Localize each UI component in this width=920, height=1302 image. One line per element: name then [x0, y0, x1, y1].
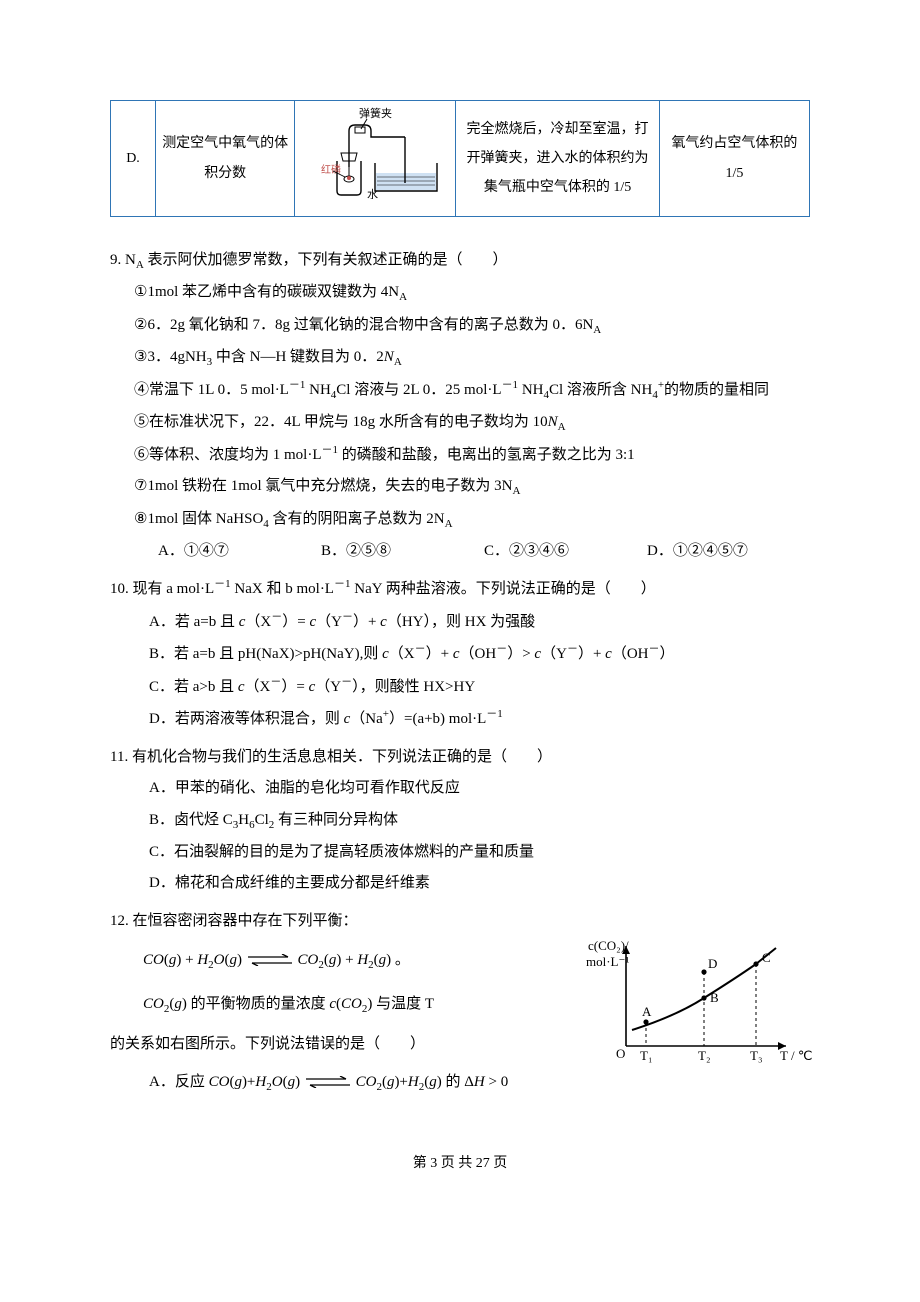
label-red-p: 红磷	[321, 163, 341, 176]
question-10: 10. 现有 a mol·L－1 NaX 和 b mol·L－1 NaY 两种盐…	[110, 573, 810, 736]
q9-item: ⑥等体积、浓度均为 1 mol·L－1 的磷酸和盐酸，电离出的氢离子数之比为 3…	[110, 439, 810, 472]
opt-b: B．②⑤⑧	[321, 536, 484, 568]
tick-t3: T₃	[750, 1048, 762, 1063]
question-11: 11. 有机化合物与我们的生活息息相关．下列说法正确的是（ ） A．甲苯的硝化、…	[110, 742, 810, 900]
chart-origin: O	[616, 1046, 625, 1061]
chart-yunit: mol·L⁻¹	[586, 954, 629, 969]
q12-opt-a: A．反应 CO(g)+H2O(g) CO2(g)+H2(g) 的 ΔH > 0	[110, 1067, 810, 1099]
pt-c: C	[762, 950, 771, 965]
q9-item: ⑤在标准状况下，22．4L 甲烷与 18g 水所含有的电子数均为 10NA	[110, 407, 810, 439]
row-apparatus: 弹簧夹 红磷	[295, 101, 456, 217]
q10-opt: B．若 a=b 且 pH(NaX)>pH(NaY),则 c（X－）+ c（OH－…	[110, 638, 810, 671]
q11-opt: C．石油裂解的目的是为了提高轻质液体燃料的产量和质量	[110, 837, 810, 869]
q11-opt: B．卤代烃 C3H6Cl2 有三种同分异构体	[110, 805, 810, 837]
question-12: 12. 在恒容密闭容器中存在下列平衡： CO(g) + H2O(g) CO2(g…	[110, 906, 810, 1099]
pt-b: B	[710, 990, 719, 1005]
label-water: 水	[367, 188, 378, 199]
chart-xlabel: T / ℃	[780, 1048, 812, 1063]
label-spring-clip: 弹簧夹	[359, 107, 392, 120]
q10-opt: D．若两溶液等体积混合，则 c（Na+）=(a+b) mol·L－1	[110, 703, 810, 736]
tick-t1: T₁	[640, 1048, 652, 1063]
page-footer: 第 3 页 共 27 页	[110, 1149, 810, 1178]
q11-head: 11. 有机化合物与我们的生活息息相关．下列说法正确的是（ ）	[110, 742, 810, 774]
q9-item: ⑦1mol 铁粉在 1mol 氯气中充分燃烧，失去的电子数为 3NA	[110, 471, 810, 503]
apparatus-diagram: 弹簧夹 红磷	[305, 107, 445, 199]
q9-head: 9. NA 表示阿伏加德罗常数，下列有关叙述正确的是（ ）	[110, 245, 810, 277]
q9-item: ④常温下 1L 0．5 mol·L－1 NH4Cl 溶液与 2L 0．25 mo…	[110, 374, 810, 407]
chart-ylabel: c(CO₂)/	[588, 938, 629, 953]
row-experiment: 测定空气中氧气的体积分数	[156, 101, 295, 217]
q10-head: 10. 现有 a mol·L－1 NaX 和 b mol·L－1 NaY 两种盐…	[110, 573, 810, 606]
q9-item: ①1mol 苯乙烯中含有的碳碳双键数为 4NA	[110, 277, 810, 309]
q11-opt: D．棉花和合成纤维的主要成分都是纤维素	[110, 868, 810, 900]
q9-item: ⑧1mol 固体 NaHSO4 含有的阴阳离子总数为 2NA	[110, 504, 810, 536]
table-row: D. 测定空气中氧气的体积分数 弹簧夹 红磷	[111, 101, 810, 217]
opt-c: C．②③④⑥	[484, 536, 647, 568]
q12-head: 12. 在恒容密闭容器中存在下列平衡：	[110, 906, 810, 938]
pt-a: A	[642, 1004, 652, 1019]
row-label: D.	[111, 101, 156, 217]
question-9: 9. NA 表示阿伏加德罗常数，下列有关叙述正确的是（ ） ①1mol 苯乙烯中…	[110, 245, 810, 567]
q10-opt: A．若 a=b 且 c（X－）= c（Y－）+ c（HY），则 HX 为强酸	[110, 606, 810, 639]
q12-chart: c(CO₂)/ mol·L⁻¹ O A B D C T₁ T₂ T₃ T / ℃	[586, 934, 816, 1064]
q9-options: A．①④⑦ B．②⑤⑧ C．②③④⑥ D．①②④⑤⑦	[110, 536, 810, 568]
opt-a: A．①④⑦	[158, 536, 321, 568]
pt-d: D	[708, 956, 717, 971]
q10-opt: C．若 a>b 且 c（X－）= c（Y－），则酸性 HX>HY	[110, 671, 810, 704]
tick-t2: T₂	[698, 1048, 710, 1063]
row-conclusion: 氧气约占空气体积的 1/5	[659, 101, 809, 217]
q9-item: ③3．4gNH3 中含 N—H 键数目为 0．2NA	[110, 342, 810, 374]
q9-item: ②6．2g 氧化钠和 7．8g 过氧化钠的混合物中含有的离子总数为 0．6NA	[110, 310, 810, 342]
q11-opt: A．甲苯的硝化、油脂的皂化均可看作取代反应	[110, 773, 810, 805]
experiment-table: D. 测定空气中氧气的体积分数 弹簧夹 红磷	[110, 100, 810, 217]
row-observation: 完全燃烧后，冷却至室温，打开弹簧夹，进入水的体积约为集气瓶中空气体积的 1/5	[456, 101, 660, 217]
opt-d: D．①②④⑤⑦	[647, 536, 810, 568]
